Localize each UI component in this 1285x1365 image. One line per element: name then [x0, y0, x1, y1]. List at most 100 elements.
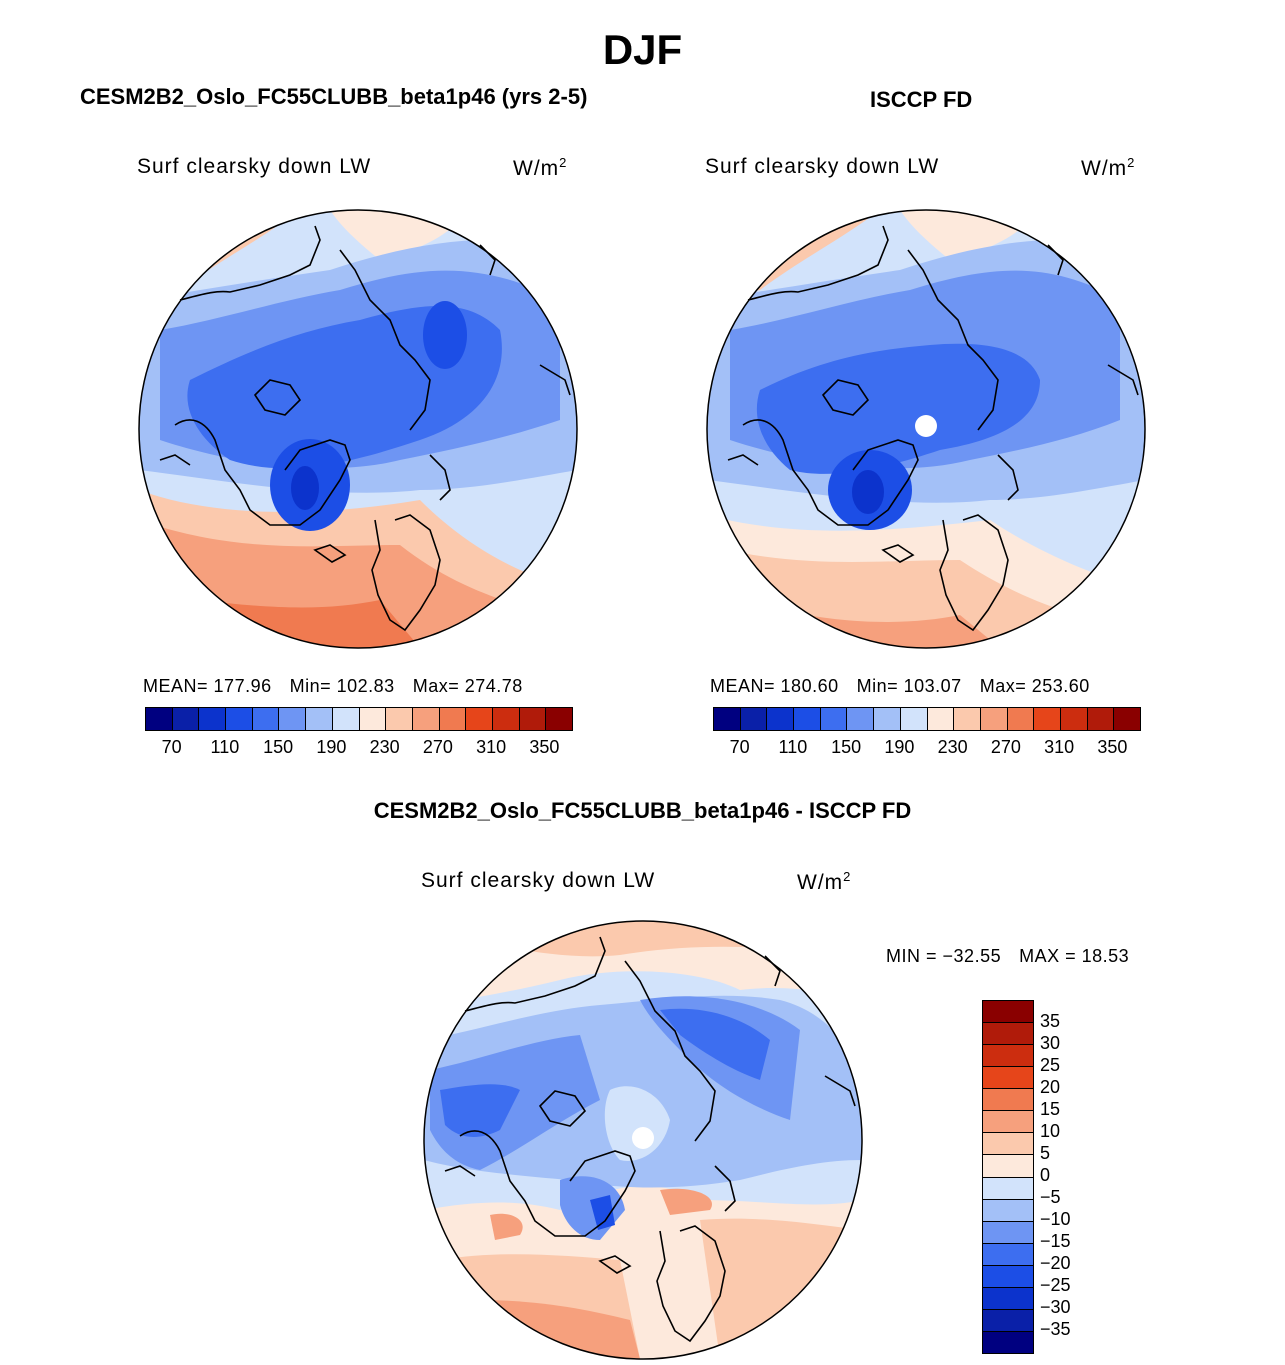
obs-colorbar-tick-label: 150 [831, 737, 862, 757]
diff-colorbar-swatch [983, 1110, 1033, 1133]
diff-colorbar-tick-label: −5 [1040, 1187, 1061, 1207]
diff-colorbar-swatch [983, 1066, 1033, 1089]
obs-units-label: W/m2 [1081, 155, 1136, 180]
model-colorbar-swatch [491, 708, 519, 730]
model-colorbar-tick-label: 350 [529, 737, 560, 757]
obs-colorbar-swatch [714, 708, 740, 730]
diff-colorbar-tick-label: −30 [1040, 1297, 1071, 1317]
obs-polar-map [706, 209, 1146, 649]
obs-colorbar-swatch [873, 708, 900, 730]
model-polar-map [138, 209, 578, 649]
model-colorbar-ticks: 70 110 150 190 230 270 310 350 [145, 737, 571, 759]
obs-colorbar-swatch [846, 708, 874, 730]
model-colorbar-swatch [331, 708, 359, 730]
diff-panel-title: CESM2B2_Oslo_FC55CLUBB_beta1p46 - ISCCP … [373, 798, 912, 823]
obs-colorbar-swatch [1033, 708, 1060, 730]
model-colorbar-swatch [438, 708, 466, 730]
obs-stats: MEAN= 180.60 Min= 103.07 Max= 253.60 [710, 676, 1108, 697]
diff-stats: MIN = −32.55 MAX = 18.53 [886, 946, 1147, 967]
model-colorbar-tick-label: 270 [422, 737, 453, 757]
model-colorbar-swatch [385, 708, 412, 730]
season-title: DJF [602, 26, 683, 73]
diff-min: MIN = −32.55 [886, 946, 1002, 966]
diff-colorbar-swatch [983, 1198, 1033, 1221]
model-colorbar-tick-label: 310 [476, 737, 507, 757]
diff-colorbar-swatch [983, 1088, 1033, 1111]
obs-colorbar-swatch [1006, 708, 1034, 730]
diff-colorbar-swatch [983, 1330, 1033, 1353]
obs-colorbar-swatch [899, 708, 927, 730]
diff-colorbar-ticks: 35 30 25 20 15 10 5 0 −5 −10 −15 −20 −25 −30 −35 [1040, 1000, 1100, 1352]
diff-colorbar-swatch [983, 1220, 1033, 1243]
diff-colorbar [982, 1000, 1034, 1354]
obs-colorbar-swatch [1113, 708, 1140, 730]
model-variable-label: Surf clearsky down LW [137, 155, 372, 178]
diff-colorbar-swatch [983, 1286, 1033, 1309]
model-max: Max= 274.78 [412, 676, 523, 696]
model-panel-title: CESM2B2_Oslo_FC55CLUBB_beta1p46 (yrs 2-5… [80, 84, 588, 109]
obs-colorbar-tick-label: 190 [884, 737, 915, 757]
diff-colorbar-swatch [983, 1308, 1033, 1331]
obs-colorbar-swatch [1086, 708, 1114, 730]
obs-panel-title: ISCCP FD [870, 87, 973, 112]
diff-polar-map [423, 920, 863, 1360]
obs-colorbar-swatch [953, 708, 980, 730]
obs-colorbar-swatch [739, 708, 767, 730]
diff-max: MAX = 18.53 [1019, 946, 1130, 966]
model-colorbar-swatch [545, 708, 572, 730]
model-colorbar-swatch [198, 708, 226, 730]
diff-colorbar-swatch [983, 1264, 1033, 1287]
diff-colorbar-tick-label: 30 [1040, 1033, 1061, 1053]
obs-colorbar [713, 707, 1141, 731]
diff-colorbar-swatch [983, 1001, 1033, 1023]
obs-colorbar-tick-label: 230 [937, 737, 968, 757]
obs-colorbar-tick-label: 70 [729, 737, 750, 757]
diff-colorbar-tick-label: 5 [1040, 1143, 1051, 1163]
obs-colorbar-swatch [979, 708, 1007, 730]
diff-colorbar-swatch [983, 1154, 1033, 1177]
diff-colorbar-tick-label: −10 [1040, 1209, 1071, 1229]
diff-colorbar-tick-label: 15 [1040, 1099, 1061, 1119]
model-colorbar [145, 707, 573, 731]
model-units-label: W/m2 [513, 155, 568, 180]
obs-colorbar-tick-label: 350 [1097, 737, 1128, 757]
model-colorbar-swatch [146, 708, 172, 730]
obs-mean: MEAN= 180.60 [710, 676, 839, 696]
diff-colorbar-tick-label: −35 [1040, 1319, 1071, 1339]
diff-colorbar-swatch [983, 1176, 1033, 1199]
obs-min: Min= 103.07 [856, 676, 962, 696]
model-colorbar-swatch [518, 708, 546, 730]
model-colorbar-tick-label: 150 [263, 737, 294, 757]
model-colorbar-tick-label: 110 [210, 737, 240, 757]
obs-max: Max= 253.60 [979, 676, 1090, 696]
model-stats: MEAN= 177.96 Min= 102.83 Max= 274.78 [143, 676, 541, 697]
obs-colorbar-tick-label: 110 [778, 737, 808, 757]
diff-colorbar-swatch [983, 1044, 1033, 1067]
obs-colorbar-swatch [819, 708, 847, 730]
model-colorbar-swatch [305, 708, 332, 730]
model-colorbar-tick-label: 190 [316, 737, 347, 757]
model-colorbar-swatch [358, 708, 386, 730]
obs-colorbar-swatch [926, 708, 954, 730]
model-colorbar-swatch [278, 708, 306, 730]
model-colorbar-swatch [411, 708, 439, 730]
model-min: Min= 102.83 [289, 676, 395, 696]
diff-colorbar-swatch [983, 1132, 1033, 1155]
obs-colorbar-swatch [793, 708, 820, 730]
obs-colorbar-tick-label: 310 [1044, 737, 1075, 757]
diff-colorbar-tick-label: −20 [1040, 1253, 1071, 1273]
diff-colorbar-tick-label: 0 [1040, 1165, 1051, 1185]
model-colorbar-swatch [171, 708, 199, 730]
model-colorbar-swatch [225, 708, 252, 730]
obs-colorbar-tick-label: 270 [990, 737, 1021, 757]
diff-colorbar-tick-label: 20 [1040, 1077, 1061, 1097]
diff-colorbar-tick-label: 10 [1040, 1121, 1061, 1141]
model-mean: MEAN= 177.96 [143, 676, 272, 696]
diff-colorbar-tick-label: 35 [1040, 1011, 1061, 1031]
model-colorbar-swatch [251, 708, 279, 730]
model-colorbar-tick-label: 230 [369, 737, 400, 757]
obs-colorbar-swatch [766, 708, 794, 730]
diff-colorbar-tick-label: −25 [1040, 1275, 1071, 1295]
model-colorbar-swatch [465, 708, 492, 730]
